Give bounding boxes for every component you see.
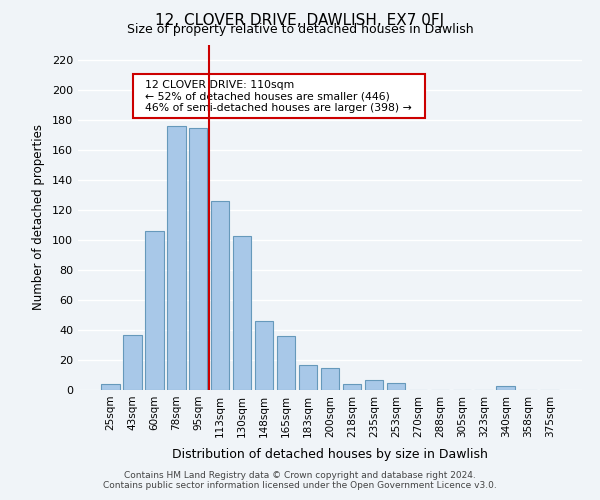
Bar bbox=[277, 336, 295, 390]
X-axis label: Distribution of detached houses by size in Dawlish: Distribution of detached houses by size … bbox=[172, 448, 488, 461]
Text: Contains HM Land Registry data © Crown copyright and database right 2024.
Contai: Contains HM Land Registry data © Crown c… bbox=[103, 470, 497, 490]
Bar bbox=[299, 364, 317, 390]
Bar bbox=[145, 231, 164, 390]
Y-axis label: Number of detached properties: Number of detached properties bbox=[32, 124, 45, 310]
Bar bbox=[211, 201, 229, 390]
Bar bbox=[386, 382, 405, 390]
Bar bbox=[365, 380, 383, 390]
Text: Size of property relative to detached houses in Dawlish: Size of property relative to detached ho… bbox=[127, 22, 473, 36]
Bar bbox=[189, 128, 208, 390]
Bar bbox=[343, 384, 361, 390]
Bar bbox=[496, 386, 515, 390]
Bar bbox=[167, 126, 185, 390]
Bar bbox=[233, 236, 251, 390]
Bar bbox=[320, 368, 340, 390]
Bar bbox=[123, 334, 142, 390]
Bar bbox=[101, 384, 119, 390]
Text: 12, CLOVER DRIVE, DAWLISH, EX7 0FJ: 12, CLOVER DRIVE, DAWLISH, EX7 0FJ bbox=[155, 12, 445, 28]
Bar bbox=[255, 321, 274, 390]
Text: 12 CLOVER DRIVE: 110sqm
  ← 52% of detached houses are smaller (446)
  46% of se: 12 CLOVER DRIVE: 110sqm ← 52% of detache… bbox=[139, 80, 419, 112]
